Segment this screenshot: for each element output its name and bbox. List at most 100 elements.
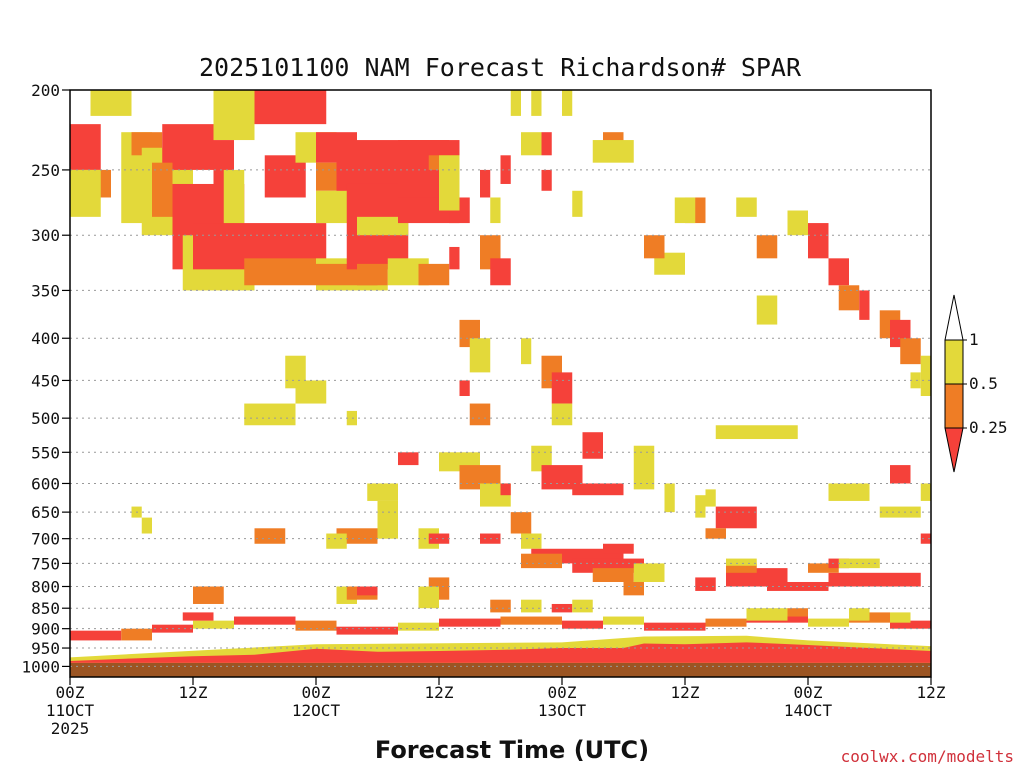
ri-region-red xyxy=(582,432,603,459)
ri-region-orange xyxy=(418,263,450,286)
ri-region-yellow xyxy=(664,483,675,513)
ri-region-orange xyxy=(592,568,634,582)
y-tick-label: 350 xyxy=(31,281,60,300)
ri-region-yellow xyxy=(357,216,409,236)
ri-region-orange xyxy=(490,599,511,613)
surface-red-layer xyxy=(70,642,931,663)
ri-region-yellow xyxy=(439,155,460,211)
x-tick-label: 00Z xyxy=(794,683,823,702)
ri-region-red xyxy=(500,483,511,496)
low-band-orange xyxy=(500,616,562,625)
y-tick-label: 300 xyxy=(31,226,60,245)
ri-region-yellow xyxy=(521,533,542,549)
ri-region-red xyxy=(715,506,757,529)
ri-region-orange xyxy=(152,162,173,217)
ri-region-yellow xyxy=(367,483,398,501)
y-tick-label: 500 xyxy=(31,409,60,428)
ri-region-orange xyxy=(869,612,890,621)
low-band-yellow xyxy=(808,618,849,627)
ri-region-yellow xyxy=(521,338,532,365)
ri-region-red xyxy=(859,290,870,320)
ri-region-yellow xyxy=(920,355,931,397)
ri-region-yellow xyxy=(90,90,132,116)
x-tick-label: 2025 xyxy=(51,719,90,738)
legend-label: 0.25 xyxy=(969,418,1008,437)
legend-label: 0.5 xyxy=(969,374,998,393)
legend-bin-red xyxy=(944,427,964,473)
ri-region-red xyxy=(695,577,716,591)
ri-region-orange xyxy=(510,512,532,534)
ri-region-orange xyxy=(357,263,388,286)
ri-region-yellow xyxy=(70,169,101,217)
ri-region-orange xyxy=(726,563,757,573)
y-tick-label: 950 xyxy=(31,639,60,658)
x-tick-label: 00Z xyxy=(56,683,85,702)
ri-region-yellow xyxy=(510,90,521,116)
y-tick-label: 1000 xyxy=(21,657,60,676)
y-tick-label: 750 xyxy=(31,554,60,573)
x-tick-label: 00Z xyxy=(302,683,331,702)
legend-bin-orange xyxy=(944,383,964,429)
ri-region-yellow xyxy=(141,517,152,534)
ri-region-orange xyxy=(469,403,491,426)
ri-region-yellow xyxy=(695,495,706,518)
plot-frame xyxy=(69,89,932,678)
ri-region-red xyxy=(828,572,921,587)
ri-region-orange xyxy=(254,528,286,544)
ri-region-red xyxy=(541,132,552,156)
chart-title: 2025101100 NAM Forecast Richardson# SPAR xyxy=(199,53,802,82)
ri-region-red xyxy=(572,483,624,496)
color-legend: 1 0.5 0.25 xyxy=(944,294,1008,473)
ri-region-red xyxy=(449,246,460,270)
ri-region-red xyxy=(500,155,511,184)
ri-region-red xyxy=(162,124,214,170)
y-tick-label: 400 xyxy=(31,329,60,348)
ri-region-orange xyxy=(644,235,665,259)
legend-bin-high xyxy=(944,294,964,341)
ri-region-yellow xyxy=(213,90,255,141)
ri-region-orange xyxy=(838,285,860,311)
ri-region-yellow xyxy=(521,599,542,613)
low-band-orange xyxy=(295,620,337,631)
ri-region-orange xyxy=(623,581,644,596)
ri-region-orange xyxy=(521,553,562,569)
ri-region-red xyxy=(808,223,829,259)
ri-region-yellow xyxy=(746,608,788,621)
y-tick-label: 700 xyxy=(31,530,60,549)
ri-region-red xyxy=(551,372,573,404)
ri-region-red xyxy=(541,169,552,191)
ri-region-yellow xyxy=(828,483,870,501)
ri-region-red xyxy=(398,452,419,466)
ground-layer xyxy=(70,662,931,677)
ri-region-yellow xyxy=(920,483,931,501)
ri-region-red xyxy=(480,169,491,198)
ri-region-yellow xyxy=(910,372,921,389)
low-band-red xyxy=(562,620,603,629)
ri-region-yellow xyxy=(295,380,327,404)
ri-region-yellow xyxy=(705,489,716,507)
x-tick-label: 12Z xyxy=(425,683,454,702)
x-tick-label: 12Z xyxy=(917,683,946,702)
source-credit: coolwx.com/modelts xyxy=(841,747,1014,766)
ri-region-yellow xyxy=(592,140,634,163)
ri-region-yellow xyxy=(377,500,398,539)
x-tick-label: 12Z xyxy=(671,683,700,702)
ri-region-orange xyxy=(193,586,224,604)
legend-bin-yellow xyxy=(944,339,964,385)
y-tick-label: 600 xyxy=(31,474,60,493)
ri-region-yellow xyxy=(223,169,245,224)
ri-region-red xyxy=(357,586,378,596)
ri-region-yellow xyxy=(346,410,357,426)
low-band-red xyxy=(890,620,931,629)
low-band-yellow xyxy=(398,622,439,631)
ri-region-red xyxy=(490,258,511,286)
ri-region-orange xyxy=(787,608,808,617)
ri-region-red xyxy=(70,124,101,170)
plot-area xyxy=(70,90,931,677)
low-band-red xyxy=(234,616,296,625)
ri-region-yellow xyxy=(633,563,665,582)
x-tick-label: 11OCT xyxy=(46,701,95,720)
ri-region-yellow xyxy=(633,445,655,490)
